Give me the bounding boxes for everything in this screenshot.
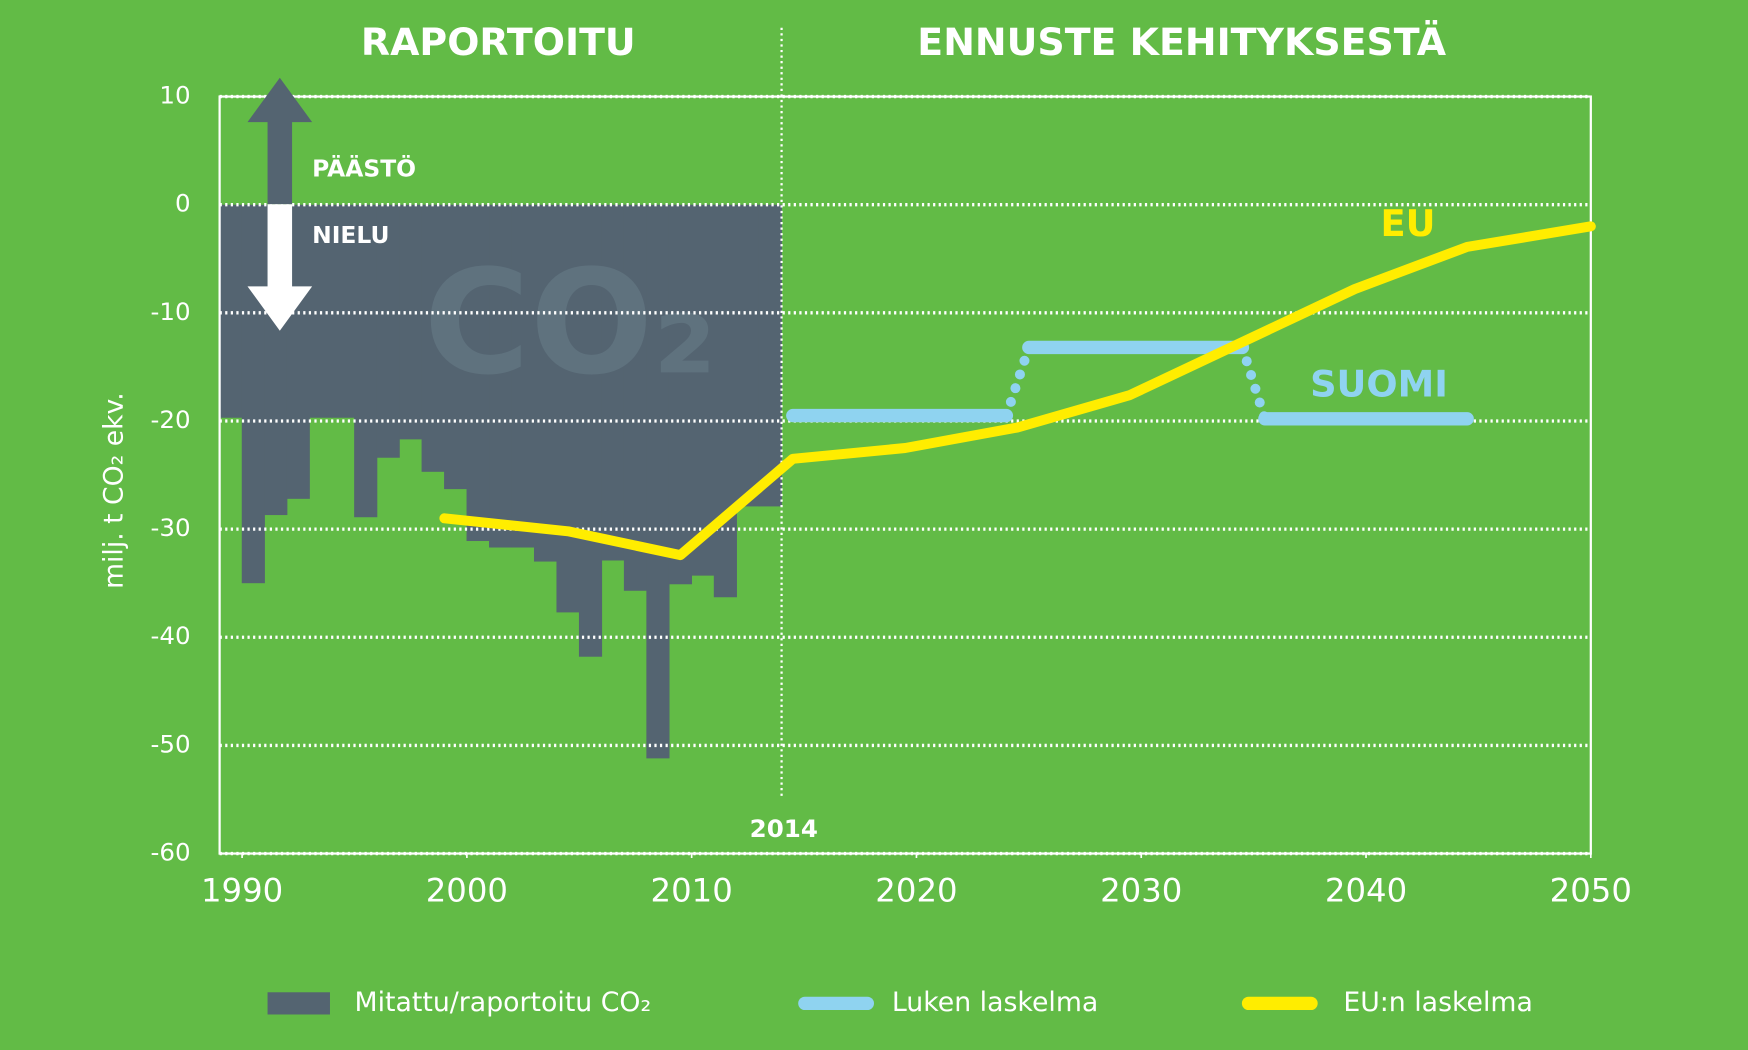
bar: [713, 204, 737, 598]
section-title: ENNUSTE KEHITYKSESTÄ: [917, 20, 1446, 64]
x-tick-label: 2000: [426, 871, 508, 909]
y-tick-label: -50: [151, 729, 191, 758]
x-tick-label: 2030: [1100, 871, 1182, 909]
x-tick-label: 2020: [875, 871, 957, 909]
bar: [668, 204, 693, 585]
suomi-label: SUOMI: [1310, 363, 1448, 406]
bar: [286, 204, 310, 499]
y-tick-label: -20: [151, 405, 191, 434]
plot-frame: [218, 95, 1592, 855]
bar: [578, 204, 603, 657]
x-tick-label: 1990: [201, 871, 283, 909]
eu-label: EU: [1380, 202, 1435, 245]
legend-swatch: [267, 992, 330, 1015]
bar: [241, 204, 265, 584]
bar: [601, 204, 625, 561]
bar: [466, 204, 490, 542]
y-tick-label: 10: [159, 81, 190, 110]
arrow-down: [247, 204, 313, 331]
y-axis-label: milj. t CO₂ ekv.: [98, 392, 129, 589]
y-tick-label: -10: [151, 297, 191, 326]
bar: [646, 204, 670, 759]
legend-label: EU:n laskelma: [1343, 987, 1533, 1018]
bar: [556, 204, 580, 613]
arrow-up: [247, 77, 313, 205]
down-label: NIELU: [312, 221, 389, 249]
bar: [623, 204, 648, 591]
eu-line: [439, 221, 1596, 561]
legend-label: Mitattu/raportoitu CO₂: [355, 987, 652, 1018]
bar: [421, 204, 445, 472]
luke-line: [1001, 342, 1034, 421]
section-title: RAPORTOITU: [361, 20, 636, 64]
y-tick-label: -60: [151, 838, 191, 867]
bar: [691, 204, 715, 576]
watermark: CO₂: [424, 240, 717, 408]
bar: [399, 204, 423, 440]
luke-line: [1237, 342, 1270, 424]
y-tick-label: 0: [175, 189, 191, 218]
year-label: 2014: [750, 814, 818, 843]
bar: [444, 204, 468, 490]
bar: [489, 204, 513, 548]
y-tick-label: -30: [151, 513, 191, 542]
x-tick-label: 2010: [651, 871, 733, 909]
bar: [533, 204, 558, 562]
bar: [758, 204, 782, 507]
legend-label: Luken laskelma: [892, 987, 1098, 1018]
y-tick-label: -40: [151, 621, 191, 650]
x-tick-label: 2050: [1550, 871, 1632, 909]
up-label: PÄÄSTÖ: [312, 154, 416, 182]
bar: [354, 204, 378, 518]
x-tick-label: 2040: [1325, 871, 1407, 909]
bar: [511, 204, 535, 548]
bar: [736, 204, 760, 507]
bar: [376, 204, 400, 458]
